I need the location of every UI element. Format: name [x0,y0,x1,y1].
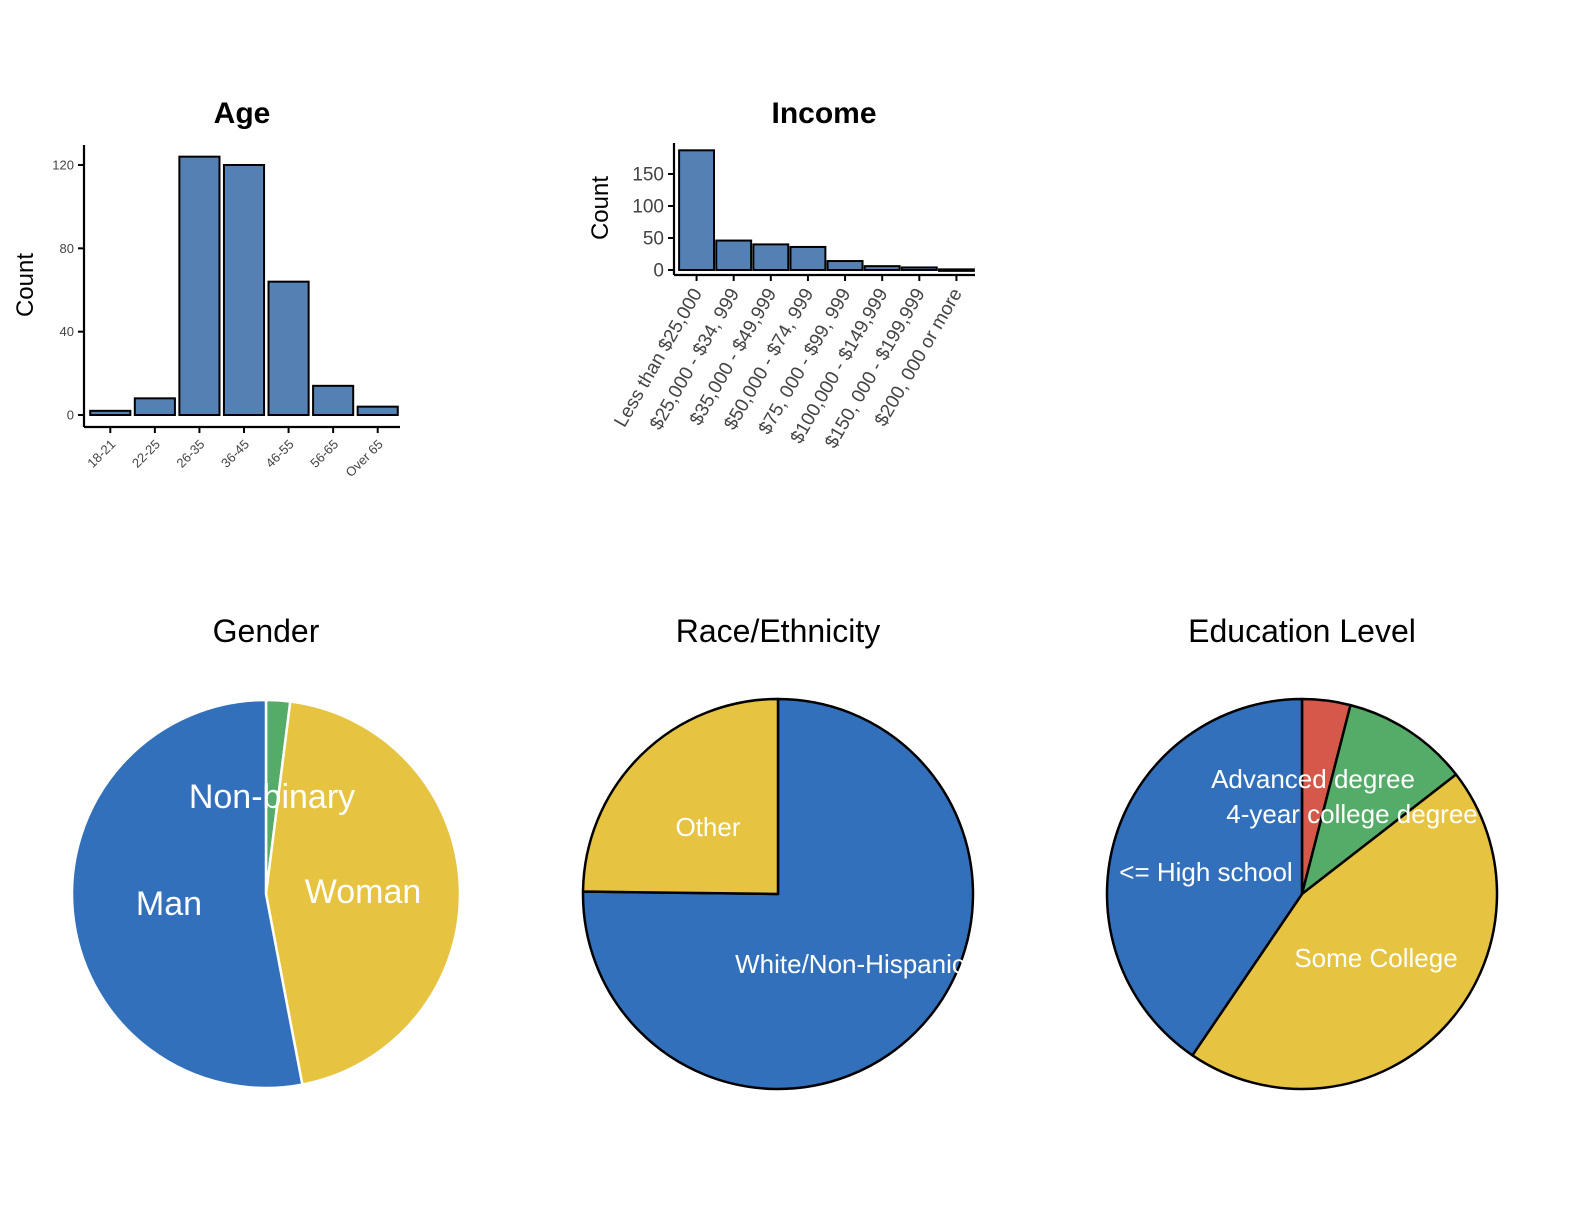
gender-chart: Gender Non-binary Woman Man [70,613,462,1090]
age-xtick-label: 56-65 [307,437,341,471]
income-ytick-label: 100 [632,197,664,218]
education-slice-label: 4-year college degree [1226,799,1478,829]
age-bar [312,384,355,417]
income-bar [863,265,901,272]
age-bar [267,280,310,416]
education-slice-label: Advanced degree [1211,764,1415,794]
gender-slice [70,698,304,1090]
income-ytick-label: 0 [653,261,664,282]
education-title: Education Level [1188,613,1416,649]
gender-slice [264,700,462,1086]
age-bar [133,397,176,417]
education-slice [1300,703,1458,896]
age-bar [356,405,399,416]
age-ytick-label: 80 [60,241,74,256]
education-slice-label: Some College [1294,943,1457,973]
age-ytick-label: 0 [67,408,74,423]
income-title: Income [771,97,876,130]
age-ytick-label: 40 [60,324,74,339]
race-title: Race/Ethnicity [676,613,881,649]
income-bar [678,149,716,272]
age-ylabel: Count [12,253,39,317]
age-xtick-label: Over 65 [343,437,386,480]
education-slice [1191,773,1499,1091]
income-bar [752,243,790,271]
age-title: Age [214,97,271,130]
race-chart: Race/Ethnicity White/Non-Hispanic Other [581,613,975,1091]
age-xtick-label: 46-55 [263,437,297,471]
age-ytick-label: 120 [52,158,74,173]
gender-slice-label: Non-binary [189,778,355,816]
age-bar [89,409,132,417]
race-slice [581,697,975,1091]
gender-slice-label: Man [136,885,202,923]
education-chart: Education Level Advanced degree 4-year col… [1105,613,1499,1091]
age-bar [178,155,221,417]
education-slice [1105,697,1304,1057]
age-xtick-label: 26-35 [173,437,207,471]
gender-title: Gender [213,613,320,649]
age-bar [222,164,266,416]
race-slice [581,697,780,896]
age-xtick-label: 18-21 [84,437,118,471]
income-ytick-label: 50 [643,229,664,250]
education-slice-label: <= High school [1119,857,1292,887]
age-xtick-label: 36-45 [218,437,252,471]
income-ylabel: Count [587,176,614,240]
income-bar [900,266,938,272]
income-bar [826,260,864,272]
income-bar [715,239,753,271]
age-chart: Age Count 18-21 22-25 26-35 36-45 46-55 56-65 Ov… [12,97,400,480]
income-ytick-label: 150 [632,165,664,186]
race-slice-label: Other [675,812,740,842]
income-bar [937,268,975,272]
race-slice-label: White/Non-Hispanic [735,949,965,979]
age-xtick-label: 22-25 [129,437,163,471]
income-bar [789,245,827,272]
gender-slice-label: Woman [305,873,422,911]
